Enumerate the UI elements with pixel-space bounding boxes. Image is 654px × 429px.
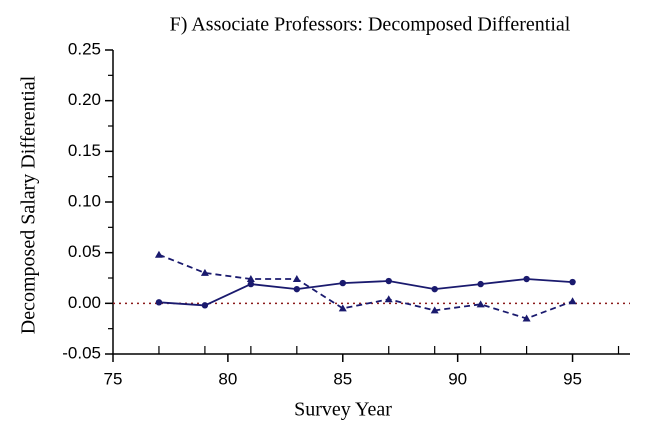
point [338, 304, 347, 312]
point [246, 275, 255, 283]
x-tick-label: 90 [448, 369, 467, 388]
y-tick-label: 0.05 [68, 242, 101, 261]
point [430, 306, 439, 314]
point [477, 280, 484, 288]
point [339, 279, 346, 287]
point [201, 302, 209, 309]
x-axis-label: Survey Year [294, 399, 392, 421]
point [155, 299, 163, 306]
point [431, 285, 438, 293]
point [568, 297, 577, 305]
x-tick-label: 80 [218, 369, 237, 388]
point [154, 250, 163, 258]
point [523, 275, 530, 283]
point [522, 314, 531, 322]
series-line [158, 253, 573, 320]
point [476, 300, 485, 308]
y-tick-label: 0.15 [68, 141, 101, 160]
point [385, 277, 392, 285]
y-tick-label: 0.00 [68, 293, 101, 312]
x-tick-label: 95 [563, 369, 582, 388]
point [293, 285, 301, 293]
point [569, 278, 576, 286]
y-tick-label: -0.05 [62, 343, 101, 362]
point [200, 268, 209, 276]
y-axis-label: Decomposed Salary Differential [18, 75, 40, 334]
x-tick-label: 85 [333, 369, 352, 388]
point [292, 275, 301, 283]
y-tick-label: 0.20 [68, 90, 101, 109]
chart-title: F) Associate Professors: Decomposed Diff… [170, 14, 571, 36]
point [247, 280, 255, 288]
point [384, 295, 393, 303]
y-tick-label: 0.25 [68, 39, 101, 58]
y-tick-label: 0.10 [68, 191, 101, 210]
x-tick-label: 75 [104, 369, 123, 388]
series-line [158, 278, 573, 307]
